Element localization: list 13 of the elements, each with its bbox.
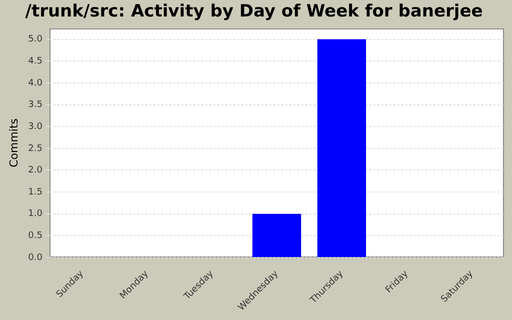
y-tick-label: 1.0: [28, 209, 43, 220]
y-tick-label: 2.0: [28, 166, 43, 176]
y-axis-title: Commits: [7, 118, 20, 168]
y-tick-label: 0.5: [28, 231, 43, 242]
y-tick-label: 0.0: [28, 252, 43, 263]
y-tick-label: 4.0: [28, 78, 43, 88]
y-tick-label: 3.5: [28, 100, 43, 110]
y-tick-label: 4.5: [28, 56, 43, 66]
y-tick-label: 2.5: [28, 144, 43, 154]
y-tick-label: 5.0: [28, 34, 43, 45]
y-tick-label: 3.0: [28, 122, 43, 132]
y-tick-label: 1.5: [28, 187, 43, 198]
chart-title: /trunk/src: Activity by Day of Week for banerjee: [25, 2, 483, 22]
